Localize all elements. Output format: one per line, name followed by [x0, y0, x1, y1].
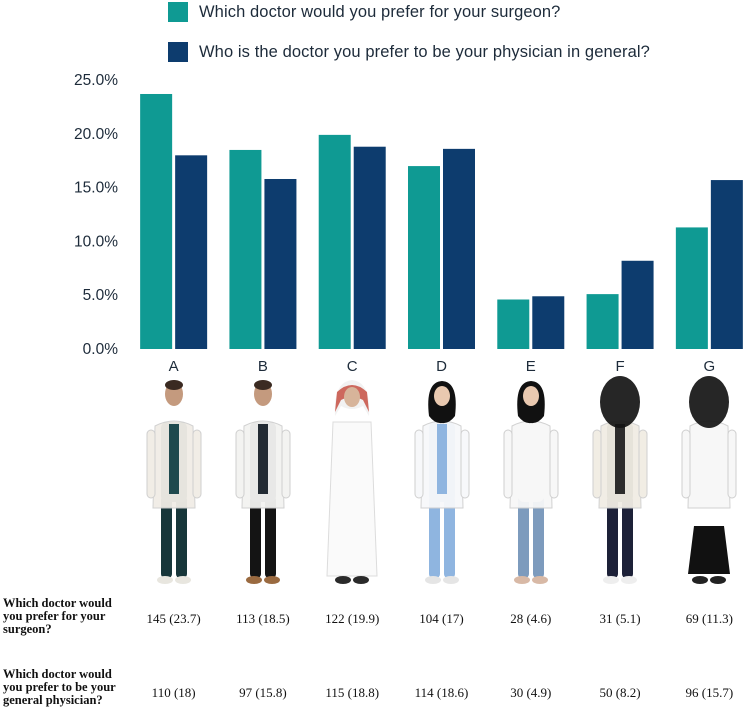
category-label-a: A — [169, 358, 179, 375]
male-doctor-thobe-figure — [317, 376, 387, 588]
female-doctor-hijab-scrubs-figure — [407, 376, 477, 588]
table-cell: 113 (18.5) — [236, 611, 290, 626]
legend-item-surgeon: Which doctor would you prefer for your s… — [168, 2, 560, 22]
bar-physician-f — [621, 260, 654, 349]
table-cell: 110 (18) — [151, 685, 196, 700]
table-cell: 69 (11.3) — [685, 611, 733, 626]
table-cell: 50 (8.2) — [599, 685, 641, 700]
bar-surgeon-a — [140, 93, 173, 349]
table-cell: 122 (19.9) — [325, 611, 380, 626]
table-cell: 115 (18.8) — [325, 685, 380, 700]
bar-physician-d — [443, 148, 475, 349]
legend-label-surgeon: Which doctor would you prefer for your s… — [199, 2, 561, 21]
table-cell: 28 (4.6) — [510, 611, 552, 626]
table-cell: 31 (5.1) — [599, 611, 641, 626]
y-tick-label: 25.0% — [74, 72, 118, 89]
table-cell: 30 (4.9) — [510, 685, 552, 700]
table-row-label-surgeon: Which doctor would you prefer for your s… — [3, 596, 112, 636]
y-tick-label: 15.0% — [74, 180, 118, 197]
bar-surgeon-c — [318, 134, 351, 349]
legend-swatch-physician — [168, 42, 188, 62]
legend-swatch-surgeon — [168, 2, 188, 22]
male-doctor-scrubs-figure — [139, 376, 209, 588]
male-doctor-suit-figure — [228, 376, 298, 588]
category-label-b: B — [258, 358, 268, 375]
bar-surgeon-f — [586, 294, 619, 349]
y-tick-label: 20.0% — [74, 126, 118, 143]
y-tick-label: 0.0% — [83, 341, 119, 358]
category-label-f: F — [615, 358, 624, 375]
legend-item-physician: Who is the doctor you prefer to be your … — [168, 42, 650, 62]
table-cell: 96 (15.7) — [685, 685, 734, 700]
female-doctor-niqab-trousers-figure — [585, 376, 655, 588]
table-cell: 114 (18.6) — [414, 685, 469, 700]
bar-chart: 0.0% 5.0% 10.0% 15.0% 20.0% 25.0% A B C D E F G — [74, 72, 743, 375]
female-doctor-niqab-skirt-figure — [674, 376, 744, 588]
bar-surgeon-e — [497, 299, 530, 349]
bar-physician-c — [353, 146, 386, 349]
legend-label-physician: Who is the doctor you prefer to be your … — [199, 42, 650, 61]
category-label-d: D — [436, 358, 447, 375]
table-cell: 97 (15.8) — [239, 685, 287, 700]
table-row-label-physician: Which doctor would you prefer to be your… — [3, 667, 116, 707]
table-cell: 145 (23.7) — [146, 611, 201, 626]
y-tick-label: 5.0% — [83, 287, 119, 304]
category-label-c: C — [347, 358, 358, 375]
bar-physician-g — [710, 180, 743, 349]
bar-physician-b — [264, 178, 297, 349]
bar-surgeon-d — [408, 166, 440, 349]
category-label-e: E — [526, 358, 536, 375]
category-label-g: G — [704, 358, 716, 375]
bar-physician-a — [175, 155, 208, 349]
bar-surgeon-g — [675, 227, 708, 349]
table-cell: 104 (17) — [419, 611, 464, 626]
y-tick-label: 10.0% — [74, 233, 118, 250]
female-doctor-hijab-jeans-figure — [496, 376, 566, 588]
bar-surgeon-b — [229, 149, 262, 349]
bar-physician-e — [532, 296, 565, 349]
